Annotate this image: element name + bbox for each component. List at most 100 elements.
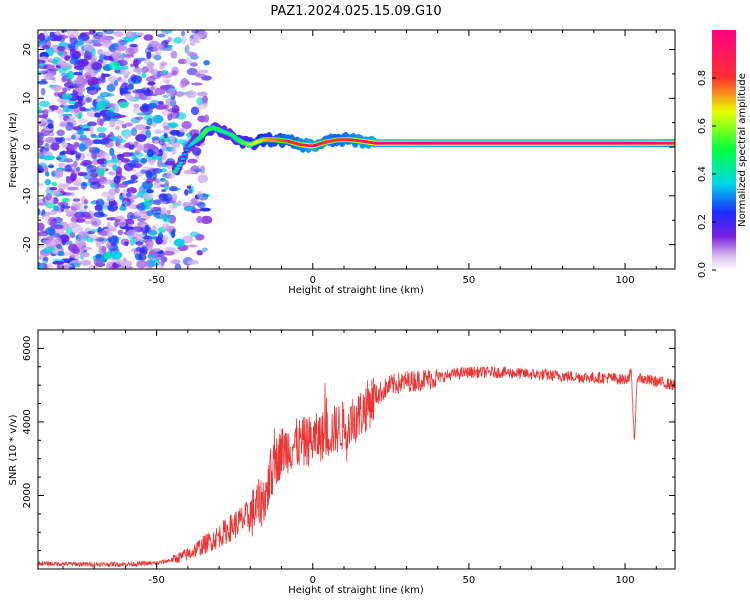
noise-speckle <box>106 242 112 249</box>
noise-speckle <box>161 145 166 152</box>
noise-speckle <box>38 231 49 237</box>
noise-speckle <box>149 74 161 80</box>
noise-speckle <box>75 218 86 223</box>
noise-speckle <box>150 85 155 91</box>
noise-speckle <box>75 154 80 161</box>
noise-speckle <box>199 207 212 212</box>
noise-speckle <box>57 250 65 256</box>
noise-speckle <box>126 211 134 221</box>
noise-speckle <box>52 261 65 265</box>
y-tick-label: -10 <box>22 188 33 204</box>
noise-speckle <box>40 118 48 123</box>
noise-speckle <box>122 189 128 198</box>
noise-speckle <box>184 58 192 65</box>
noise-speckle <box>43 72 54 80</box>
noise-speckle <box>152 225 157 232</box>
noise-speckle <box>68 209 76 215</box>
noise-speckle <box>114 187 120 194</box>
noise-speckle <box>168 185 178 192</box>
noise-speckle <box>38 183 45 187</box>
noise-speckle <box>199 165 206 174</box>
noise-speckle <box>55 108 65 114</box>
noise-speckle <box>42 114 48 120</box>
noise-speckle <box>164 104 169 111</box>
noise-speckle <box>47 123 54 129</box>
noise-speckle <box>116 138 127 143</box>
noise-speckle <box>82 128 92 132</box>
noise-speckle <box>69 150 75 156</box>
noise-speckle <box>114 69 121 73</box>
noise-speckle <box>148 259 153 267</box>
noise-speckle <box>182 235 194 244</box>
noise-speckle <box>190 39 196 47</box>
noise-speckle <box>94 112 102 118</box>
noise-speckle <box>146 117 153 126</box>
figure-title: PAZ1.2024.025.15.09.G10 <box>270 4 441 19</box>
noise-speckle <box>170 230 176 239</box>
noise-speckle <box>109 136 119 140</box>
noise-speckle <box>70 172 77 182</box>
noise-speckle <box>59 120 67 128</box>
noise-speckle <box>202 95 208 104</box>
noise-speckle <box>141 103 149 110</box>
noise-speckle <box>90 201 97 205</box>
noise-speckle <box>136 246 142 252</box>
noise-speckle <box>41 213 51 221</box>
noise-speckle <box>169 204 176 210</box>
noise-speckle <box>126 187 137 194</box>
noise-speckle <box>152 114 164 124</box>
noise-speckle <box>103 55 114 61</box>
noise-speckle <box>68 104 79 109</box>
noise-speckle <box>57 51 64 57</box>
noise-speckle <box>69 262 81 268</box>
noise-speckle <box>110 182 117 189</box>
noise-speckle <box>70 134 76 140</box>
colorbar-tick-label: 0.6 <box>697 118 708 134</box>
noise-speckle <box>181 121 192 130</box>
noise-speckle <box>147 229 158 236</box>
y-tick-label: 10 <box>22 92 33 105</box>
noise-speckle <box>50 142 60 151</box>
noise-speckle <box>51 181 57 187</box>
noise-speckle <box>161 129 172 134</box>
noise-speckle <box>132 106 140 114</box>
noise-speckle <box>184 189 189 196</box>
noise-speckle <box>96 126 107 133</box>
noise-speckle <box>110 250 123 260</box>
noise-speckle <box>190 62 198 67</box>
noise-speckle <box>148 199 157 204</box>
noise-speckle <box>68 243 78 252</box>
noise-speckle <box>153 257 160 267</box>
noise-speckle <box>121 158 131 163</box>
noise-speckle <box>67 70 75 80</box>
noise-speckle <box>136 112 148 116</box>
noise-speckle <box>160 61 168 67</box>
noise-speckle <box>197 191 203 199</box>
noise-speckle <box>75 87 86 93</box>
spectrogram-panel: -50 0 50 100 -20 -10 0 10 20 Height of straight … <box>8 29 676 296</box>
noise-speckle <box>86 237 95 243</box>
noise-speckle <box>146 189 154 194</box>
ridge-core <box>184 148 190 152</box>
noise-speckle <box>162 78 171 84</box>
noise-speckle <box>191 30 199 34</box>
noise-speckle <box>178 127 187 133</box>
noise-speckle <box>84 220 92 225</box>
noise-speckle <box>45 193 52 201</box>
noise-speckle <box>161 30 173 34</box>
noise-speckle <box>103 159 113 164</box>
noise-speckle <box>47 108 53 113</box>
ridge-core <box>176 164 182 168</box>
noise-speckle <box>101 152 110 161</box>
noise-speckle <box>140 246 148 254</box>
noise-speckle <box>185 44 190 53</box>
noise-speckle <box>91 62 102 71</box>
x-tick-label: 50 <box>463 275 476 286</box>
noise-speckle <box>197 201 206 209</box>
x-tick-label: -50 <box>148 575 164 586</box>
noise-speckle <box>110 201 118 206</box>
noise-speckle <box>171 70 178 76</box>
noise-speckle <box>149 159 156 166</box>
noise-speckle <box>117 229 124 236</box>
x-tick-label: 100 <box>615 275 634 286</box>
